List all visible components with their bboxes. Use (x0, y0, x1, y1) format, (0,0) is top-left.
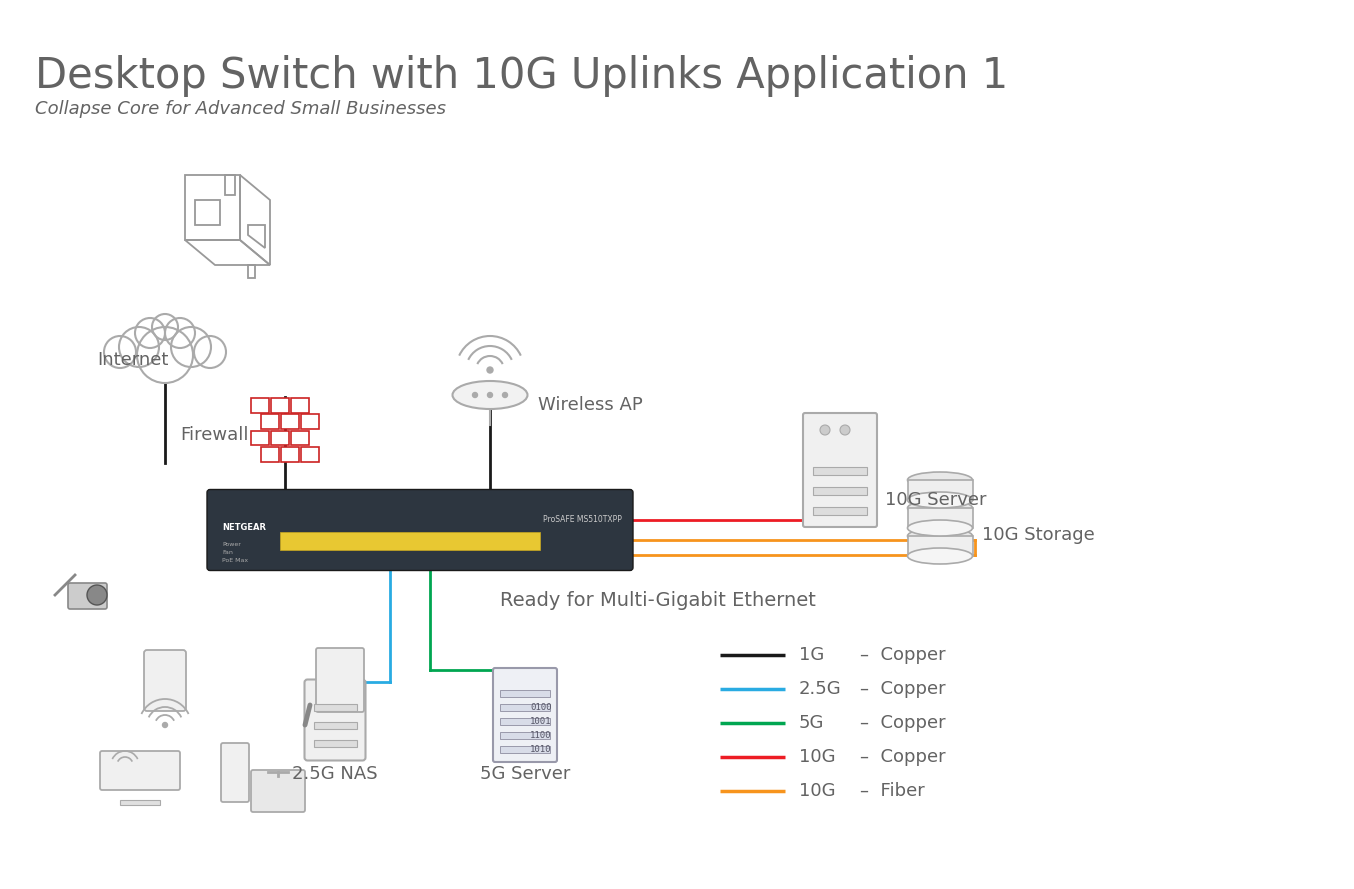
Polygon shape (260, 447, 279, 461)
Text: 1001: 1001 (529, 717, 551, 726)
Text: 5G Server: 5G Server (479, 765, 570, 783)
Polygon shape (250, 430, 269, 445)
Bar (500, 690, 550, 697)
Circle shape (162, 723, 168, 727)
Text: 10G: 10G (799, 748, 835, 766)
FancyBboxPatch shape (144, 650, 185, 711)
Polygon shape (271, 398, 288, 412)
Text: –  Copper: – Copper (860, 748, 945, 766)
Text: 1100: 1100 (529, 732, 551, 741)
Text: Fan: Fan (222, 549, 233, 555)
Polygon shape (250, 398, 269, 412)
Text: Collapse Core for Advanced Small Businesses: Collapse Core for Advanced Small Busines… (35, 100, 445, 118)
Text: –  Copper: – Copper (860, 680, 945, 698)
Text: Internet: Internet (97, 351, 168, 369)
Bar (500, 732, 550, 739)
Text: 1010: 1010 (529, 746, 551, 755)
Circle shape (171, 327, 211, 367)
FancyBboxPatch shape (100, 751, 180, 790)
FancyBboxPatch shape (305, 679, 366, 760)
Bar (314, 703, 356, 710)
Text: 10G Server: 10G Server (886, 491, 987, 509)
Circle shape (104, 336, 135, 368)
Bar (812, 507, 867, 515)
Text: –  Fiber: – Fiber (860, 782, 925, 800)
Text: PoE Max: PoE Max (222, 557, 248, 563)
Text: 2.5G NAS: 2.5G NAS (292, 765, 378, 783)
FancyBboxPatch shape (803, 413, 877, 527)
Bar (500, 718, 550, 725)
Polygon shape (291, 430, 309, 445)
Text: –  Copper: – Copper (860, 714, 945, 732)
Ellipse shape (907, 500, 972, 516)
Polygon shape (280, 414, 299, 429)
Text: Firewall: Firewall (180, 426, 249, 444)
Text: 0100: 0100 (529, 703, 551, 712)
FancyBboxPatch shape (207, 490, 634, 571)
FancyBboxPatch shape (221, 743, 249, 802)
Text: 1G: 1G (799, 646, 825, 664)
Circle shape (165, 318, 195, 348)
Ellipse shape (907, 492, 972, 508)
Bar (907, 480, 972, 500)
Circle shape (137, 327, 194, 383)
Circle shape (152, 314, 177, 340)
Polygon shape (291, 398, 309, 412)
FancyBboxPatch shape (250, 770, 305, 812)
Polygon shape (260, 414, 279, 429)
FancyBboxPatch shape (493, 668, 556, 762)
Circle shape (194, 336, 226, 368)
Bar (500, 704, 550, 711)
Polygon shape (301, 447, 320, 461)
Circle shape (839, 425, 850, 435)
Text: 10G: 10G (799, 782, 835, 800)
Bar (907, 508, 972, 528)
Circle shape (502, 393, 508, 397)
Bar (280, 532, 540, 549)
Text: Power: Power (222, 541, 241, 547)
Ellipse shape (907, 528, 972, 544)
Ellipse shape (907, 472, 972, 488)
FancyBboxPatch shape (315, 648, 364, 712)
Ellipse shape (452, 381, 528, 409)
Circle shape (487, 367, 493, 373)
Circle shape (473, 393, 478, 397)
Ellipse shape (907, 520, 972, 536)
Polygon shape (271, 430, 288, 445)
Circle shape (135, 318, 165, 348)
Bar (314, 740, 356, 747)
Bar (500, 746, 550, 753)
Text: ProSAFE MS510TXPP: ProSAFE MS510TXPP (543, 516, 621, 525)
Polygon shape (280, 447, 299, 461)
Circle shape (487, 393, 493, 397)
Text: 5G: 5G (799, 714, 825, 732)
Polygon shape (301, 414, 320, 429)
FancyBboxPatch shape (68, 583, 107, 609)
Text: 2.5G: 2.5G (799, 680, 842, 698)
Circle shape (87, 585, 107, 605)
Circle shape (119, 327, 158, 367)
Bar (121, 800, 160, 805)
Ellipse shape (907, 548, 972, 564)
Bar (812, 487, 867, 495)
Bar (907, 536, 972, 556)
Text: Ready for Multi-Gigabit Ethernet: Ready for Multi-Gigabit Ethernet (500, 590, 816, 610)
Text: NETGEAR: NETGEAR (222, 524, 265, 533)
Bar (812, 467, 867, 475)
Text: Desktop Switch with 10G Uplinks Application 1: Desktop Switch with 10G Uplinks Applicat… (35, 55, 1009, 97)
Text: 10G Storage: 10G Storage (982, 526, 1095, 544)
Circle shape (821, 425, 830, 435)
Text: Wireless AP: Wireless AP (538, 396, 643, 414)
Bar (314, 722, 356, 728)
Text: –  Copper: – Copper (860, 646, 945, 664)
